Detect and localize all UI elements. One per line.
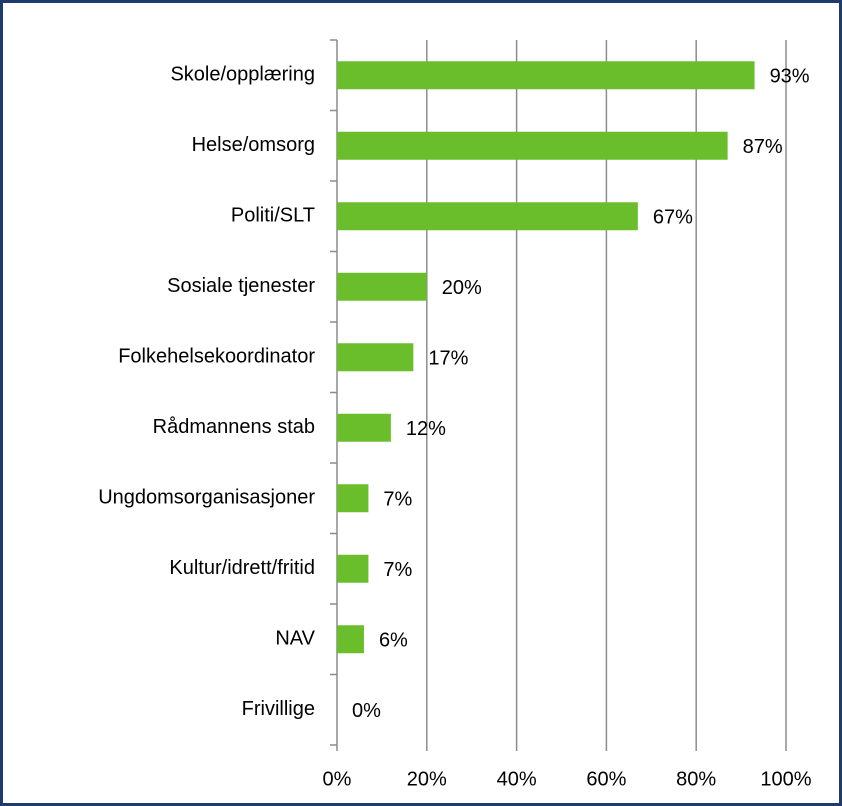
y-tick-label: Kultur/idrett/fritid bbox=[169, 557, 315, 579]
bar bbox=[337, 61, 755, 90]
y-tick-label: NAV bbox=[275, 628, 315, 650]
y-tick-label: Helse/omsorg bbox=[192, 134, 315, 156]
data-label: 67% bbox=[653, 207, 693, 229]
x-tick-label: 0% bbox=[323, 768, 352, 790]
data-label: 17% bbox=[428, 348, 468, 370]
data-label: 93% bbox=[770, 66, 810, 88]
bar bbox=[337, 625, 364, 654]
data-label: 12% bbox=[406, 418, 446, 440]
x-tick-label: 80% bbox=[676, 768, 716, 790]
bar bbox=[337, 343, 414, 372]
bar bbox=[337, 484, 369, 513]
data-label: 87% bbox=[743, 136, 783, 158]
y-tick-label: Sosiale tjenester bbox=[167, 275, 315, 297]
bar bbox=[337, 202, 638, 231]
y-tick-label: Skole/opplæring bbox=[170, 64, 315, 86]
y-tick-label: Ungdomsorganisasjoner bbox=[98, 487, 315, 509]
y-tick-label: Frivillige bbox=[242, 698, 315, 720]
y-tick-label: Rådmannens stab bbox=[153, 416, 315, 438]
data-label: 0% bbox=[352, 700, 381, 722]
bar bbox=[337, 131, 728, 160]
data-label: 7% bbox=[383, 489, 412, 511]
x-tick-label: 40% bbox=[497, 768, 537, 790]
x-tick-label: 20% bbox=[407, 768, 447, 790]
y-tick-label: Folkehelsekoordinator bbox=[118, 346, 315, 368]
data-label: 20% bbox=[442, 277, 482, 299]
bar bbox=[337, 272, 427, 301]
x-tick-label: 100% bbox=[760, 768, 811, 790]
data-label: 7% bbox=[383, 559, 412, 581]
y-tick-label: Politi/SLT bbox=[231, 205, 315, 227]
bar bbox=[337, 554, 369, 583]
bar bbox=[337, 413, 391, 442]
data-label: 6% bbox=[379, 630, 408, 652]
x-tick-label: 60% bbox=[586, 768, 626, 790]
